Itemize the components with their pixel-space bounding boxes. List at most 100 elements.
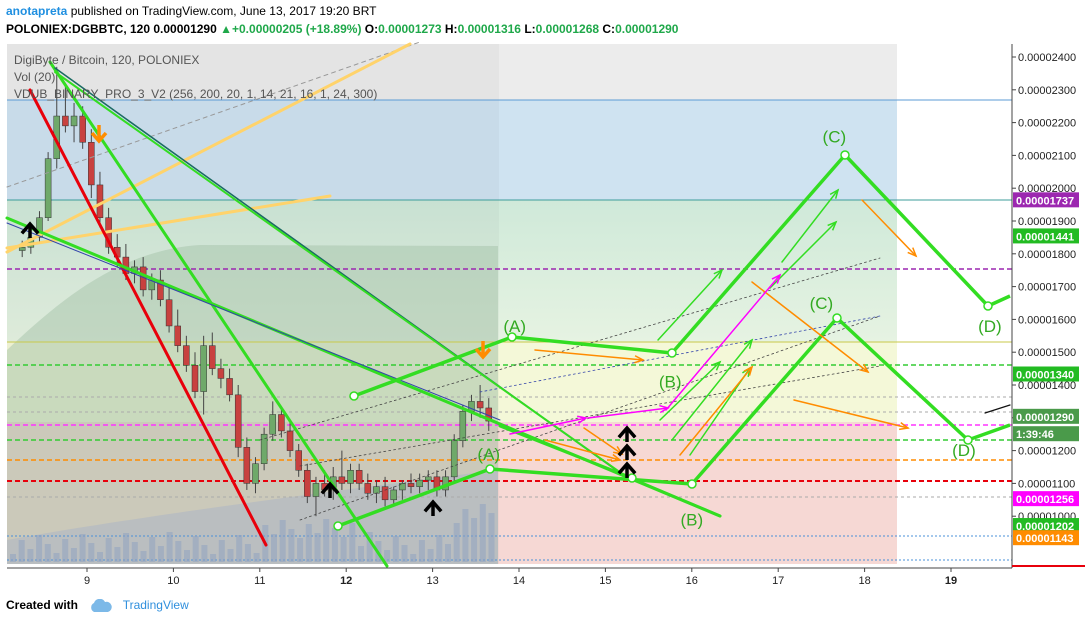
trend-line	[28, 88, 268, 547]
candle-body	[62, 115, 69, 127]
arrow-head	[577, 415, 588, 424]
price-tag-text: 0.00001290	[1016, 412, 1074, 424]
volume-bar	[184, 550, 190, 562]
volume-bar	[471, 518, 478, 562]
candle-body	[174, 325, 181, 346]
wave-node	[627, 473, 637, 483]
down-arrow-icon	[90, 131, 108, 144]
candle-body	[243, 447, 251, 484]
x-tick-label: 11	[254, 575, 265, 587]
wave-label: (D)	[978, 317, 1002, 336]
x-tick-label: 18	[858, 575, 870, 587]
cloud-icon	[91, 599, 113, 612]
y-tick-label: 0.00001700	[1018, 282, 1076, 294]
x-tick-label: 19	[945, 575, 957, 587]
volume-bar	[453, 523, 460, 562]
candle-body	[157, 279, 164, 300]
open-value: 0.00001273	[378, 22, 442, 36]
down-arrow-icon	[474, 347, 492, 360]
x-tick-label: 12	[340, 575, 352, 587]
wave-label: (A)	[477, 445, 500, 464]
channel-dotted	[299, 365, 881, 467]
up-arrow-icon	[617, 461, 637, 475]
candle-body	[36, 217, 43, 238]
wave-label: (D)	[952, 441, 976, 460]
publish-line: anotapreta published on TradingView.com,…	[6, 4, 376, 18]
up-arrow-icon	[320, 481, 340, 495]
y-tick-label: 0.00001500	[1018, 347, 1076, 359]
candle-body	[183, 345, 190, 366]
candle-body	[347, 470, 354, 484]
volume-bar	[445, 544, 451, 562]
projection-arrow	[534, 349, 644, 361]
volume-bar	[297, 538, 304, 562]
volume-bar	[358, 546, 364, 562]
arrow-head	[634, 355, 645, 364]
volume-bar	[166, 532, 173, 562]
projection-arrow	[861, 199, 917, 257]
candle-body	[425, 476, 432, 481]
projection-arrow	[751, 281, 869, 373]
volume-bar	[114, 547, 121, 562]
up-arrow-icon	[423, 499, 443, 513]
wave-label: (B)	[680, 510, 703, 529]
volume-bar	[192, 536, 199, 562]
wave-node	[963, 435, 973, 445]
ohlc-line: POLONIEX:DGBBTC, 120 0.00001290 ▲+0.0000…	[6, 22, 678, 36]
price-chart[interactable]: (A)(B)(C)(A)(B)(C)(D)(D) 0.000024000.000…	[0, 40, 1085, 592]
trend-line	[6, 222, 501, 421]
candle-body	[70, 115, 78, 127]
candle-body	[79, 115, 86, 143]
volume-bar	[349, 523, 356, 562]
volume-bar	[70, 548, 77, 562]
up-arrow-icon	[617, 425, 637, 439]
wave-node	[840, 150, 850, 160]
author-link[interactable]: anotapreta	[6, 4, 68, 18]
price-tag-text: 0.00001737	[1016, 195, 1074, 207]
price-labels: 0.00001737 0.00001441 0.00001340 0.00001290…	[1013, 192, 1079, 546]
volume-bar	[479, 504, 486, 562]
wave-label: (C)	[823, 127, 847, 146]
volume-bar	[314, 533, 321, 562]
volume-bar	[53, 553, 60, 562]
high-value: 0.00001316	[457, 22, 521, 36]
volume-bar	[340, 537, 347, 562]
candle-body	[312, 483, 320, 497]
candle-body	[459, 410, 467, 442]
volume-bar	[44, 544, 51, 562]
close-label: C:	[602, 22, 616, 36]
published-text: published on TradingView.com, June 13, 2…	[70, 4, 377, 18]
price-tag	[1013, 426, 1079, 442]
channel-dotted	[6, 41, 421, 188]
projection-arrow	[587, 407, 669, 419]
arrow-head	[829, 188, 840, 199]
volume-bar	[366, 532, 373, 562]
footer: Created with TradingView	[6, 598, 189, 613]
x-tick-label: 13	[426, 575, 438, 587]
volume-bar	[175, 541, 182, 562]
trend-line	[498, 424, 634, 480]
wave-path	[337, 316, 1011, 528]
tradingview-link[interactable]: TradingView	[122, 598, 189, 612]
y-tick-label: 0.00001400	[1018, 380, 1076, 392]
volume-bar	[18, 540, 25, 562]
up-arrow-icon	[20, 221, 40, 235]
price-marker-line	[984, 404, 1011, 414]
wave-node	[983, 301, 993, 311]
wave-label: (C)	[810, 294, 834, 313]
candle-body	[364, 483, 372, 494]
price-tag-text: 0.00001202	[1016, 521, 1074, 533]
y-tick-label: 0.00001100	[1018, 478, 1075, 490]
price-tag	[1013, 366, 1079, 382]
volume-bar	[123, 533, 130, 562]
candle-body	[44, 158, 52, 218]
price-tag	[1013, 192, 1079, 208]
arrow-head	[771, 273, 782, 284]
arrow-head	[743, 338, 754, 349]
volume-bar	[218, 540, 225, 562]
candle-body	[355, 470, 363, 484]
x-tick-label: 14	[513, 575, 525, 587]
x-tick-label: 10	[167, 575, 179, 587]
candle-body	[252, 463, 259, 484]
volume-bar	[62, 539, 69, 562]
